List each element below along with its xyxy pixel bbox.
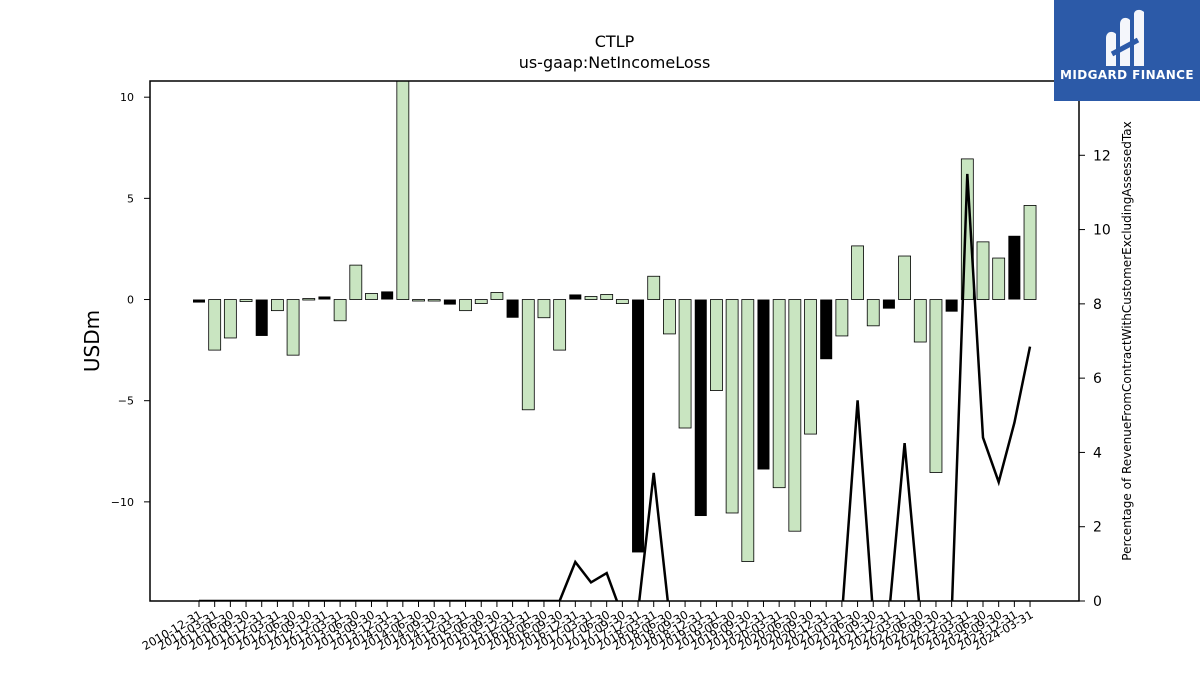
- left-axis: −10 −5 0 5 10: [111, 91, 150, 509]
- y-tick-label: −5: [118, 395, 134, 408]
- bar-2020-06-30: [788, 299, 802, 532]
- brand-name: MIDGARD FINANCE: [1060, 68, 1194, 82]
- bar-2016-12-31: [569, 294, 582, 300]
- y-tick-label: −10: [111, 496, 134, 509]
- chart-subtitle: us-gaap:NetIncomeLoss: [518, 53, 711, 72]
- y-tick-label: 5: [127, 192, 134, 205]
- bar-2021-09-30: [866, 299, 880, 327]
- plot-frame: [149, 80, 1080, 602]
- bar-2019-09-30: [741, 299, 755, 562]
- bar-2015-12-31: [506, 299, 519, 318]
- bar-2019-03-31: [710, 299, 723, 391]
- right-axis: 0 2 4 6 8 10 12: [1079, 148, 1111, 610]
- bar-2012-06-30: [286, 299, 300, 356]
- bar-2015-06-30: [474, 299, 488, 304]
- bar-2011-12-31: [255, 299, 268, 336]
- y2-tick-label: 2: [1093, 520, 1102, 536]
- bar-2012-09-30: [302, 298, 316, 301]
- bar-2017-03-31: [584, 296, 598, 300]
- bar-2023-06-30: [976, 241, 990, 300]
- bar-2010-12-31: [193, 299, 205, 303]
- bar-2022-09-30: [929, 299, 943, 473]
- y-axis-label: USDm: [80, 310, 104, 372]
- chart-title: CTLP: [594, 32, 635, 51]
- bar-2014-12-31: [443, 299, 456, 305]
- y2-tick-label: 4: [1093, 445, 1102, 461]
- y2-tick-label: 10: [1093, 223, 1111, 239]
- bar-2017-12-31: [632, 299, 645, 553]
- bar-2018-12-31: [694, 299, 707, 517]
- brand-logo: MIDGARD FINANCE: [1054, 0, 1200, 101]
- bar-2016-06-30: [537, 299, 551, 319]
- y-tick-label: 0: [127, 294, 134, 307]
- y2-tick-label: 8: [1093, 297, 1102, 313]
- bar-2021-12-31: [882, 299, 895, 309]
- bar-2020-09-30: [804, 299, 817, 435]
- bar-2020-12-31: [820, 299, 833, 360]
- bar-2012-03-31: [270, 299, 284, 312]
- bar-2015-03-31: [459, 299, 472, 312]
- bar-2018-03-31: [647, 275, 661, 300]
- bar-2019-06-30: [725, 299, 739, 514]
- bar-2021-03-31: [835, 299, 849, 337]
- bar-2011-06-30: [223, 299, 237, 339]
- percentage-line: [199, 173, 1032, 601]
- bar-2017-06-30: [600, 294, 614, 300]
- y2-tick-label: 0: [1093, 594, 1102, 610]
- bar-2019-12-31: [757, 299, 770, 470]
- bar-2022-06-30: [913, 299, 927, 343]
- bar-2014-06-30: [412, 299, 425, 302]
- x-axis: 2010-12-312011-03-312011-06-302011-09-30…: [140, 601, 1036, 653]
- bar-series: [193, 81, 1037, 562]
- bar-2016-09-30: [553, 299, 567, 351]
- bar-2020-03-31: [772, 299, 786, 489]
- line-series: [199, 173, 1032, 601]
- bar-2013-09-30: [365, 293, 378, 300]
- y2-tick-label: 12: [1093, 148, 1111, 164]
- bar-2018-06-30: [663, 299, 676, 335]
- bar-2018-09-30: [678, 299, 692, 429]
- bar-2017-09-30: [615, 299, 629, 304]
- bar-2011-03-31: [208, 299, 222, 351]
- y2-axis-label: Percentage of RevenueFromContractWithCus…: [1120, 121, 1134, 560]
- bar-2014-03-31: [396, 81, 410, 300]
- bar-2021-06-30: [851, 245, 864, 300]
- bar-2022-12-31: [945, 299, 958, 312]
- bar-2014-09-30: [427, 299, 441, 302]
- bar-2023-09-30: [992, 257, 1006, 300]
- bar-2013-12-31: [381, 291, 394, 300]
- y-tick-label: 10: [120, 91, 134, 104]
- bar-2015-09-30: [490, 292, 504, 300]
- bar-2024-03-31: [1023, 205, 1037, 300]
- bar-2011-09-30: [239, 299, 253, 302]
- bar-2013-06-30: [349, 264, 363, 300]
- bar-2022-03-31: [898, 255, 911, 300]
- brand-mark-icon: [1106, 9, 1144, 66]
- bar-2023-12-31: [1008, 235, 1021, 300]
- bar-2013-03-31: [333, 299, 347, 322]
- bar-2012-12-31: [318, 296, 331, 300]
- y2-tick-label: 6: [1093, 371, 1102, 387]
- bar-2016-03-31: [521, 299, 535, 411]
